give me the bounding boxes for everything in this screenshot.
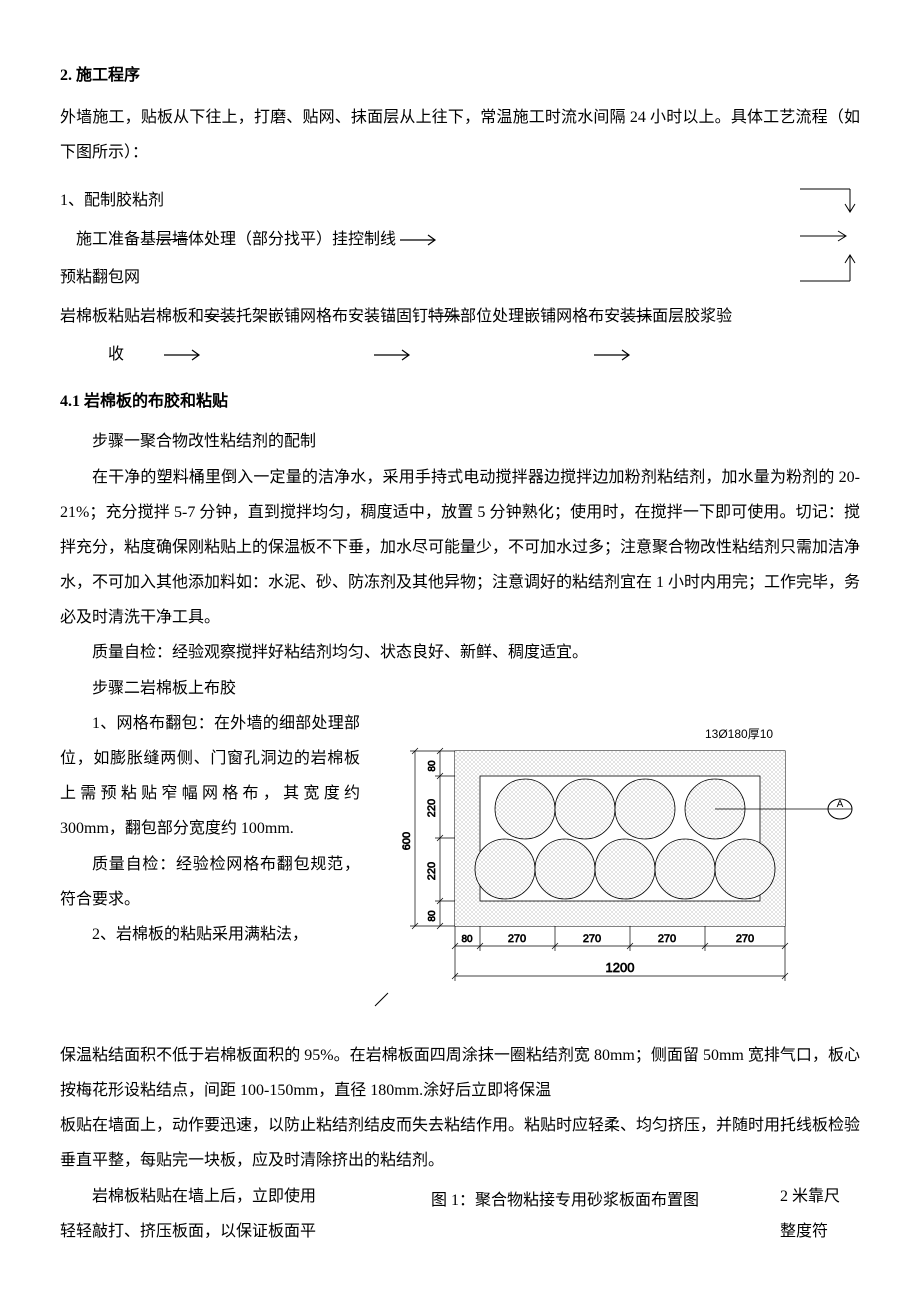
flow1-a: 施工准备基: [76, 231, 156, 248]
flow2-c: 部位处理嵌铺网格布安: [460, 308, 620, 325]
flow2-s1: 安装: [204, 308, 236, 325]
arrow-icon: [594, 348, 634, 362]
step2-item3a: 岩棉板粘贴在墙上后，立即使用: [60, 1179, 350, 1214]
dim-h270a: 270: [508, 933, 526, 945]
step2-title: 步骤二岩棉板上布胶: [60, 671, 860, 706]
flow2-s2: 特殊: [428, 308, 460, 325]
dim-600: 600: [401, 832, 413, 850]
dim-1200: 1200: [606, 960, 635, 975]
flow1-b: 体处理（部分找平）挂控制线: [188, 231, 400, 248]
step2-item3c: 轻轻敲打、挤压板面，以保证板面平: [60, 1214, 350, 1249]
step2-item3b: 2 米靠尺: [780, 1179, 860, 1214]
step1-body: 在干净的塑料桶里倒入一定量的洁净水，采用手持式电动搅拌器边搅拌边加粉剂粘结剂，加…: [60, 460, 860, 636]
flow-line-2: 岩棉板粘贴岩棉板和安装托架嵌铺网格布安装锚固钉特殊部位处理嵌铺网格布安装抹面层胶…: [60, 298, 860, 336]
step2-item2c: 板贴在墙面上，动作要迅速，以防止粘结剂结皮而失去粘结作用。粘贴时应轻柔、均匀挤压…: [60, 1108, 860, 1178]
diag-tag-a: A: [837, 799, 844, 810]
figure-block: 13Ø180厚10: [370, 726, 860, 1038]
flow-item-1: 1、配制胶粘剂: [60, 182, 860, 220]
step2-item3d: 整度符: [780, 1214, 860, 1249]
dim-h270b: 270: [583, 933, 601, 945]
mortar-layout-diagram: 13Ø180厚10: [370, 726, 860, 1026]
flow-diagram: 1、配制胶粘剂 施工准备基层墙体处理（部分找平）挂控制线 预粘翻包网 岩棉板粘贴…: [60, 182, 860, 374]
arrow-icon: [164, 348, 204, 362]
flow2-s3: 装抹: [620, 308, 652, 325]
dim-h270c: 270: [658, 933, 676, 945]
dim-80a: 80: [427, 760, 438, 772]
dim-220a: 220: [426, 799, 438, 817]
flow2-b: 托架嵌铺网格布安装锚固钉: [236, 308, 428, 325]
arrow-icon: [400, 233, 440, 247]
flow2-a: 岩棉板粘贴岩棉板和: [60, 308, 204, 325]
flow-line-1: 施工准备基层墙体处理（部分找平）挂控制线: [60, 221, 860, 259]
diag-top-label: 13Ø180厚10: [705, 727, 773, 741]
dim-80b: 80: [427, 910, 438, 922]
dim-h270d: 270: [736, 933, 754, 945]
arrow-icon: [374, 348, 414, 362]
flow-item-2: 预粘翻包网: [60, 259, 860, 297]
section-41-title: 4.1 岩棉板的布胶和粘贴: [60, 386, 860, 418]
step2-item2b: 保温粘结面积不低于岩棉板面积的 95%。在岩棉板面四周涂抹一圈粘结剂宽 80mm…: [60, 1038, 860, 1108]
dim-h80: 80: [461, 934, 473, 945]
content-with-figure: 13Ø180厚10: [60, 706, 860, 1249]
flow2-d: 面层胶浆验: [652, 308, 732, 325]
step1-title: 步骤一聚合物改性粘结剂的配制: [60, 424, 860, 459]
section-2-title: 2. 施工程序: [60, 60, 860, 92]
flow1-strike: 层墙: [156, 231, 188, 248]
step1-check: 质量自检：经验观察搅拌好粘结剂均匀、状态良好、新鲜、稠度适宜。: [60, 635, 860, 670]
flow-arrows-row: 收: [60, 336, 860, 374]
dim-220b: 220: [426, 862, 438, 880]
section-2-intro: 外墙施工，贴板从下往上，打磨、贴网、抹面层从上往下，常温施工时流水间隔 24 小…: [60, 100, 860, 170]
figure-caption: 图 1：聚合物粘接专用砂浆板面布置图: [431, 1192, 699, 1209]
shou-text: 收: [60, 336, 164, 374]
